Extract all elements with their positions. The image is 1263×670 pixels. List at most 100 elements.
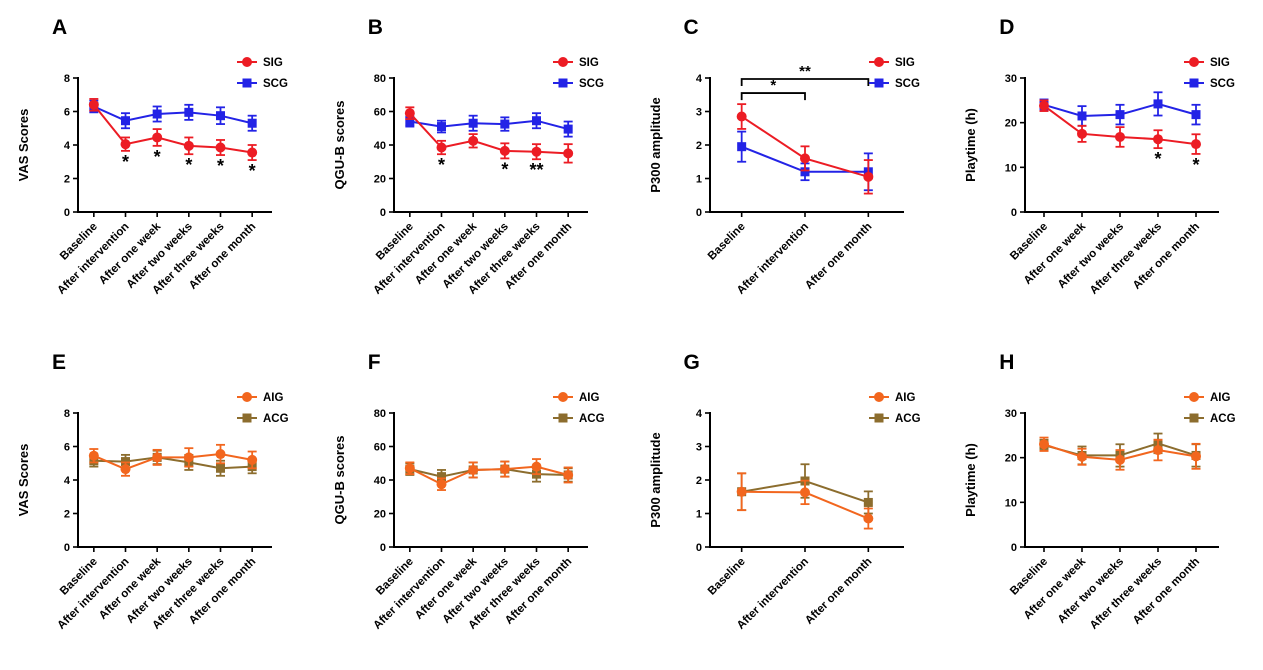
x-tick-label: After two weeks bbox=[1056, 221, 1126, 291]
data-point bbox=[1153, 134, 1164, 145]
x-tick-label: After one month bbox=[1131, 221, 1202, 292]
y-axis-label: P300 amplitude bbox=[648, 97, 663, 192]
significance-star: * bbox=[1193, 155, 1200, 175]
legend-label: SCG bbox=[1210, 78, 1235, 90]
legend-label: SCG bbox=[263, 78, 288, 90]
legend-label: AIG bbox=[895, 392, 916, 404]
legend-label: SIG bbox=[579, 57, 599, 69]
data-point bbox=[562, 148, 573, 159]
data-point bbox=[1115, 110, 1125, 120]
legend-label: ACG bbox=[1210, 413, 1236, 425]
legend-marker bbox=[874, 78, 883, 88]
x-tick-label: After three weeks bbox=[1088, 221, 1164, 297]
data-point bbox=[88, 450, 99, 461]
panel-letter-h: H bbox=[999, 351, 1015, 374]
data-point bbox=[88, 99, 99, 110]
legend-marker bbox=[242, 413, 252, 423]
x-tick-label: After intervention bbox=[734, 221, 810, 297]
panel-f: F 0 20 40 60 80 Baseline After intervention Aft… bbox=[316, 335, 632, 670]
x-tick-label: After one month bbox=[803, 221, 874, 292]
y-tick-label: 20 bbox=[1005, 453, 1017, 465]
x-tick-label: After three weeks bbox=[1088, 556, 1164, 632]
significance-star: * bbox=[1155, 149, 1162, 169]
legend-label: AIG bbox=[263, 392, 284, 404]
data-point bbox=[215, 449, 226, 460]
legend-label: SIG bbox=[895, 57, 915, 69]
series-line bbox=[93, 456, 253, 470]
data-point bbox=[563, 124, 573, 134]
y-tick-label: 40 bbox=[374, 475, 386, 487]
legend-marker bbox=[242, 78, 252, 88]
legend-marker bbox=[242, 392, 252, 402]
legend-label: SCG bbox=[579, 78, 604, 90]
data-point bbox=[862, 513, 873, 524]
legend-label: AIG bbox=[579, 392, 600, 404]
x-tick-label: After intervention bbox=[734, 556, 810, 632]
data-point bbox=[1077, 451, 1088, 462]
y-axis-label: VAS Scores bbox=[16, 109, 31, 182]
data-point bbox=[436, 479, 447, 490]
data-point bbox=[1115, 454, 1126, 465]
data-point bbox=[467, 135, 478, 146]
y-tick-label: 10 bbox=[1005, 162, 1017, 174]
data-point bbox=[404, 463, 415, 474]
legend-label: AIG bbox=[1210, 392, 1231, 404]
series-line bbox=[93, 453, 253, 471]
legend-marker bbox=[873, 392, 884, 402]
y-tick-label: 60 bbox=[374, 107, 386, 119]
data-point bbox=[183, 140, 194, 151]
legend-marker bbox=[1189, 413, 1199, 423]
data-point bbox=[799, 487, 810, 498]
data-point bbox=[799, 153, 810, 164]
series-line bbox=[408, 112, 568, 155]
panel-letter-b: B bbox=[367, 16, 383, 39]
data-point bbox=[862, 171, 873, 182]
y-tick-label: 80 bbox=[374, 408, 386, 420]
panel-d: D 0 10 20 30 Baseline After one week After two… bbox=[947, 0, 1263, 335]
data-point bbox=[405, 117, 415, 127]
data-point bbox=[247, 147, 258, 158]
panel-letter-f: F bbox=[367, 351, 381, 374]
y-tick-label: 60 bbox=[374, 442, 386, 454]
significance-label: ** bbox=[799, 63, 811, 80]
data-point bbox=[736, 486, 747, 497]
data-point bbox=[499, 464, 510, 475]
data-point bbox=[1039, 100, 1050, 111]
data-point bbox=[121, 116, 130, 126]
y-tick-label: 4 bbox=[64, 140, 71, 152]
data-point bbox=[1077, 111, 1087, 121]
y-tick-label: 20 bbox=[374, 174, 386, 186]
y-axis-label: Playtime (h) bbox=[963, 108, 978, 182]
legend-label: ACG bbox=[579, 413, 605, 425]
y-tick-label: 0 bbox=[695, 207, 701, 219]
data-point bbox=[183, 452, 194, 463]
panel-a: A 0 2 4 6 8 Baseline After intervention After o… bbox=[0, 0, 316, 335]
significance-star: * bbox=[154, 147, 161, 167]
significance-star: * bbox=[122, 152, 129, 172]
legend-marker bbox=[1189, 78, 1199, 88]
data-point bbox=[1077, 128, 1088, 139]
legend-label: ACG bbox=[263, 413, 289, 425]
data-point bbox=[1039, 439, 1050, 450]
significance-star: * bbox=[501, 159, 508, 179]
x-tick-label: After one month bbox=[803, 556, 874, 627]
significance-bracket bbox=[740, 92, 806, 101]
legend-label: ACG bbox=[895, 413, 921, 425]
y-tick-label: 2 bbox=[695, 475, 701, 487]
series-line bbox=[409, 119, 569, 131]
data-point bbox=[1191, 451, 1202, 462]
data-point bbox=[468, 118, 478, 128]
data-point bbox=[531, 461, 542, 472]
data-point bbox=[531, 116, 541, 126]
y-tick-label: 3 bbox=[695, 442, 701, 454]
data-point bbox=[216, 463, 225, 473]
data-point bbox=[436, 142, 447, 153]
y-axis-label: P300 amplitude bbox=[648, 432, 663, 527]
data-point bbox=[800, 167, 809, 177]
significance-label: * bbox=[770, 77, 776, 94]
